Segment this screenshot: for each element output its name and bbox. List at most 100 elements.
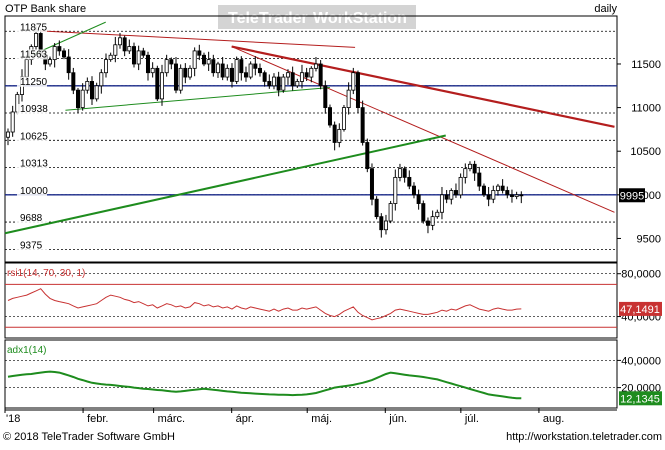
time-axis-label-5: jún. xyxy=(388,413,407,425)
inner-level-label-8: 9375 xyxy=(20,240,43,251)
rsi-last-value-box xyxy=(619,301,662,316)
inner-level-label-7: 9688 xyxy=(20,213,43,224)
candle-body-44 xyxy=(211,59,216,74)
candle-body-75 xyxy=(355,72,360,108)
price-candles xyxy=(6,26,524,238)
candle-body-19 xyxy=(94,85,99,100)
candle-body-61 xyxy=(290,72,295,87)
candle-body-48 xyxy=(229,67,234,82)
inner-level-bg-7 xyxy=(17,213,47,224)
candle-body-88 xyxy=(416,194,421,204)
time-axis-label-1: febr. xyxy=(87,413,108,425)
watermark-workstation: WorkStation xyxy=(313,10,407,27)
time-axis-label-6: júl. xyxy=(464,413,479,425)
candle-body-96 xyxy=(453,190,458,196)
candle-body-17 xyxy=(85,81,90,91)
inner-level-label-3: 10938 xyxy=(20,104,48,115)
watermark-teletrader: TeleTrader xyxy=(228,10,308,27)
candle-body-82 xyxy=(388,203,393,222)
candle-body-108 xyxy=(509,194,514,197)
price-trend-lines xyxy=(4,21,615,235)
candle-body-59 xyxy=(281,76,286,91)
candle-body-81 xyxy=(383,220,388,231)
last-price-label: 9995 xyxy=(620,190,644,202)
candle-body-16 xyxy=(80,89,85,108)
candle-body-78 xyxy=(369,168,374,200)
candle-body-40 xyxy=(192,50,197,69)
candle-body-30 xyxy=(145,54,150,74)
time-axis: '18 febr. márc. ápr. máj. jún. júl. aug. xyxy=(4,408,564,425)
candle-body-110 xyxy=(519,194,524,197)
candle-body-33 xyxy=(159,72,164,100)
price-axis-label-4: 11500 xyxy=(631,59,661,71)
candle-body-66 xyxy=(313,63,318,69)
time-axis-label-7: aug. xyxy=(543,413,564,425)
trend-line-green-mid xyxy=(65,87,330,111)
inner-level-label-6: 10000 xyxy=(20,186,48,197)
candle-body-34 xyxy=(164,59,169,74)
footer-url[interactable]: http://workstation.teletrader.com xyxy=(506,431,662,443)
candle-body-101 xyxy=(477,172,482,187)
candle-body-68 xyxy=(323,85,328,108)
candle-body-51 xyxy=(243,72,248,78)
candle-body-38 xyxy=(183,67,188,78)
price-inner-labels: 11875 11563 11250 10938 10625 10313 10000 9688 9… xyxy=(17,22,48,251)
inner-level-label-4: 10625 xyxy=(20,131,48,142)
candle-body-10 xyxy=(52,46,57,61)
candle-body-83 xyxy=(393,176,398,204)
trend-line-red-top xyxy=(40,30,356,48)
candle-body-73 xyxy=(346,89,351,108)
candle-body-106 xyxy=(500,185,505,191)
candle-body-80 xyxy=(379,216,384,231)
candle-body-104 xyxy=(491,190,496,200)
candle-body-18 xyxy=(89,81,94,100)
inner-level-bg-2 xyxy=(17,76,47,87)
inner-level-bg-1 xyxy=(17,49,47,60)
time-axis-label-3: ápr. xyxy=(236,413,254,425)
time-axis-label-4: máj. xyxy=(311,413,332,425)
time-axis-label-0: '18 xyxy=(6,413,20,425)
candle-body-85 xyxy=(402,168,407,178)
candle-body-22 xyxy=(108,54,113,61)
candle-body-87 xyxy=(411,185,416,196)
candle-body-41 xyxy=(197,50,202,56)
adx-last-value-box xyxy=(619,391,662,406)
inner-level-bg-3 xyxy=(17,104,47,115)
trend-line-green-major xyxy=(4,134,446,235)
candle-body-36 xyxy=(173,63,178,91)
candle-body-28 xyxy=(136,50,141,65)
candle-body-35 xyxy=(169,59,174,65)
candle-body-100 xyxy=(472,163,477,174)
candle-body-32 xyxy=(155,67,160,100)
candle-body-55 xyxy=(262,72,267,82)
interval-label: daily xyxy=(594,3,617,15)
candle-body-13 xyxy=(66,56,71,74)
candle-body-12 xyxy=(61,50,66,58)
candle-body-91 xyxy=(430,216,435,226)
candle-body-25 xyxy=(122,37,127,52)
candle-body-53 xyxy=(253,63,258,69)
candle-body-52 xyxy=(248,63,253,78)
adx-panel-frame xyxy=(4,339,618,409)
candle-body-70 xyxy=(332,124,337,143)
time-axis-label-2: márc. xyxy=(158,413,186,425)
rsi-last-value-label: 47,1491 xyxy=(620,304,660,316)
adx-last-value-label: 12,1345 xyxy=(620,393,660,405)
candle-body-49 xyxy=(234,59,239,82)
inner-level-bg-5 xyxy=(17,158,47,169)
trend-line-red-thin xyxy=(231,46,615,213)
candle-body-67 xyxy=(318,63,323,87)
adx-title: adx1(14) xyxy=(7,345,46,356)
inner-level-bg-8 xyxy=(17,240,47,251)
candle-body-1 xyxy=(10,111,15,133)
candle-body-69 xyxy=(327,107,332,126)
adx-axis-label-0: 40,0000 xyxy=(621,355,661,367)
watermark-box xyxy=(218,5,416,29)
rsi-series-line xyxy=(7,288,522,321)
candle-body-97 xyxy=(458,176,463,196)
inner-level-label-0: 11875 xyxy=(20,22,48,33)
